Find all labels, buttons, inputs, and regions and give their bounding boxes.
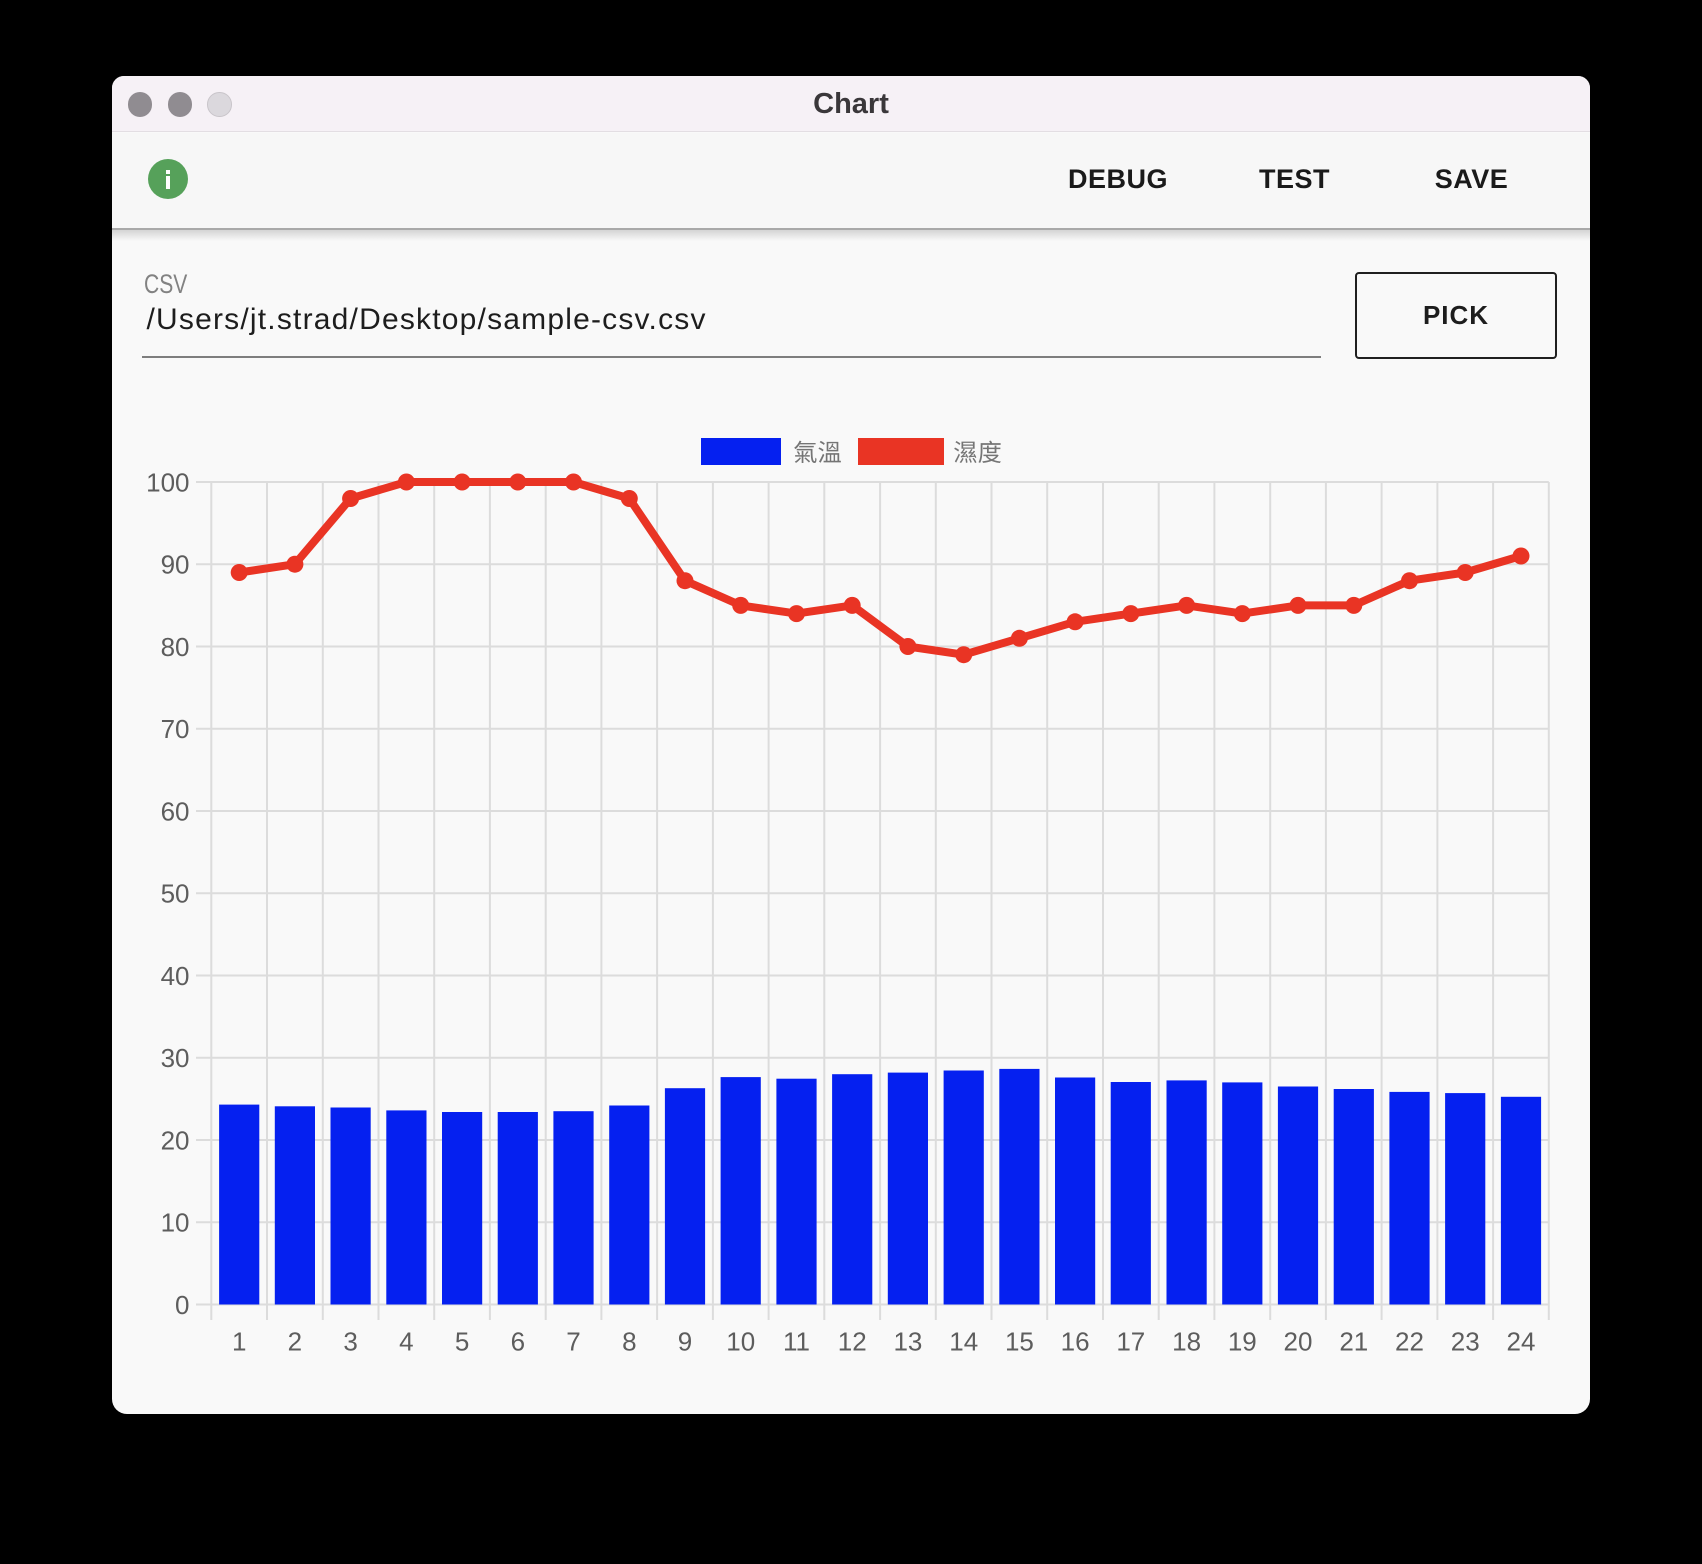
svg-text:24: 24: [1507, 1326, 1536, 1356]
svg-text:90: 90: [161, 550, 190, 580]
svg-text:40: 40: [161, 961, 190, 991]
svg-text:20: 20: [161, 1125, 190, 1155]
svg-text:11: 11: [783, 1326, 810, 1356]
svg-text:1: 1: [232, 1326, 246, 1356]
svg-text:30: 30: [161, 1043, 190, 1073]
svg-text:8: 8: [622, 1326, 636, 1356]
svg-text:15: 15: [1005, 1326, 1034, 1356]
svg-text:12: 12: [838, 1326, 867, 1356]
svg-text:10: 10: [726, 1326, 755, 1356]
svg-text:23: 23: [1451, 1326, 1480, 1356]
svg-text:6: 6: [511, 1326, 525, 1356]
svg-text:7: 7: [566, 1326, 580, 1356]
svg-text:10: 10: [161, 1208, 190, 1238]
svg-text:60: 60: [161, 796, 190, 826]
svg-text:50: 50: [161, 879, 190, 909]
svg-text:100: 100: [146, 467, 189, 497]
svg-text:70: 70: [161, 714, 190, 744]
svg-text:9: 9: [678, 1326, 692, 1356]
svg-text:5: 5: [455, 1326, 469, 1356]
svg-text:17: 17: [1116, 1326, 1145, 1356]
svg-text:20: 20: [1284, 1326, 1313, 1356]
svg-text:80: 80: [161, 632, 190, 662]
svg-text:16: 16: [1061, 1326, 1090, 1356]
svg-text:14: 14: [949, 1326, 978, 1356]
svg-text:4: 4: [399, 1326, 413, 1356]
svg-text:0: 0: [175, 1290, 189, 1320]
svg-text:21: 21: [1339, 1326, 1368, 1356]
svg-text:19: 19: [1228, 1326, 1257, 1356]
svg-text:18: 18: [1172, 1326, 1201, 1356]
svg-text:3: 3: [343, 1326, 357, 1356]
svg-text:13: 13: [893, 1326, 922, 1356]
svg-text:2: 2: [288, 1326, 302, 1356]
svg-text:22: 22: [1395, 1326, 1424, 1356]
